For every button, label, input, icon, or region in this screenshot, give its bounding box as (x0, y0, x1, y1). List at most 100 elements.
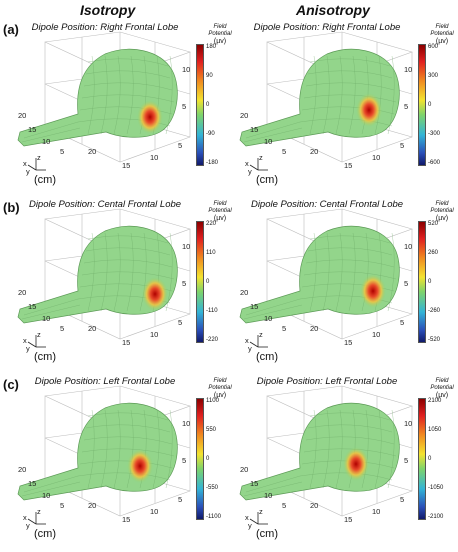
svg-text:5: 5 (60, 147, 64, 156)
svg-text:15: 15 (28, 302, 36, 311)
svg-text:z: z (37, 330, 41, 339)
svg-text:20: 20 (88, 501, 96, 510)
colorbar-tick: -1100 (206, 514, 221, 520)
panel-title: Dipole Position: Right Frontal Lobe (253, 22, 401, 33)
brain-map-panel: Dipole Position: Cental Frontal Lobe 10 5 2… (232, 199, 456, 375)
svg-text:5: 5 (178, 141, 182, 150)
colorbar-tick: 0 (428, 279, 432, 285)
svg-text:x: x (245, 513, 249, 522)
svg-text:10: 10 (42, 314, 50, 323)
svg-text:15: 15 (344, 338, 352, 347)
svg-text:20: 20 (88, 147, 96, 156)
svg-text:20: 20 (310, 324, 318, 333)
colorbar-tick: -90 (206, 131, 215, 137)
svg-text:15: 15 (122, 338, 130, 347)
colorbar-tick: 180 (206, 44, 217, 50)
colorbar-title-line2: Potential (208, 31, 232, 37)
colorbar-unit: (µv) (435, 392, 449, 399)
svg-text:10: 10 (372, 153, 380, 162)
colorbar (196, 221, 204, 343)
svg-text:20: 20 (240, 288, 248, 297)
svg-text:5: 5 (404, 102, 408, 111)
svg-text:20: 20 (18, 288, 26, 297)
svg-text:5: 5 (178, 318, 182, 327)
colorbar-title-line1: Field (435, 378, 449, 384)
svg-text:10: 10 (182, 242, 190, 251)
colorbar-title-line1: Field (213, 24, 227, 30)
svg-text:5: 5 (282, 501, 286, 510)
svg-text:z: z (37, 507, 41, 516)
colorbar-tick: -260 (428, 308, 441, 314)
svg-text:20: 20 (88, 324, 96, 333)
colorbar-unit: (µv) (213, 392, 227, 399)
colorbar-tick: 0 (206, 279, 210, 285)
colorbar-title: Field Potential (422, 24, 458, 38)
svg-text:5: 5 (400, 318, 404, 327)
svg-text:5: 5 (404, 279, 408, 288)
svg-text:5: 5 (282, 324, 286, 333)
colorbar-tick: 300 (428, 73, 439, 79)
colorbar-title: Field Potential (422, 201, 458, 215)
svg-text:5: 5 (182, 102, 186, 111)
svg-text:10: 10 (404, 242, 412, 251)
brain-map-panel: Dipole Position: Left Frontal Lobe 10 5 20 1… (10, 376, 234, 552)
svg-text:y: y (248, 521, 252, 530)
svg-text:15: 15 (344, 161, 352, 170)
colorbar-tick: -520 (428, 337, 441, 343)
panel-title: Dipole Position: Left Frontal Lobe (34, 376, 176, 387)
svg-text:20: 20 (310, 147, 318, 156)
svg-text:10: 10 (372, 330, 380, 339)
svg-text:x: x (23, 513, 27, 522)
colorbar (418, 221, 426, 343)
row-label-c: (c) (3, 377, 19, 392)
colorbar-tick: -180 (206, 160, 219, 166)
svg-text:15: 15 (28, 479, 36, 488)
svg-text:x: x (245, 336, 249, 345)
units-label: (cm) (34, 351, 56, 363)
colorbar (196, 44, 204, 166)
svg-text:5: 5 (400, 141, 404, 150)
svg-text:10: 10 (264, 491, 272, 500)
colorbar (196, 398, 204, 520)
colorbar-tick: -2100 (428, 514, 444, 520)
colorbar (418, 398, 426, 520)
colorbar-unit: (µv) (435, 215, 449, 222)
brain-map-panel: Dipole Position: Right Frontal Lobe 10 5 20… (10, 22, 234, 198)
colorbar-tick: 600 (428, 44, 439, 50)
svg-text:y: y (26, 167, 30, 176)
colorbar-tick: 0 (428, 456, 432, 462)
svg-text:15: 15 (344, 515, 352, 524)
svg-text:5: 5 (60, 501, 64, 510)
svg-text:5: 5 (400, 495, 404, 504)
svg-text:z: z (259, 153, 263, 162)
colorbar-unit: (µv) (213, 38, 227, 45)
svg-text:15: 15 (122, 161, 130, 170)
colorbar-title: Field Potential (200, 378, 240, 392)
svg-text:10: 10 (42, 491, 50, 500)
column-header-anisotropy: Anisotropy (296, 2, 370, 18)
brain-map-panel: Dipole Position: Cental Frontal Lobe 10 5 2… (10, 199, 234, 375)
colorbar-title: Field Potential (200, 201, 240, 215)
svg-text:20: 20 (18, 465, 26, 474)
svg-text:15: 15 (250, 125, 258, 134)
colorbar-tick: -300 (428, 131, 441, 137)
brain-map-panel: Dipole Position: Right Frontal Lobe 10 5 20… (232, 22, 456, 198)
svg-text:y: y (26, 521, 30, 530)
svg-text:20: 20 (240, 111, 248, 120)
svg-text:15: 15 (250, 302, 258, 311)
svg-text:5: 5 (182, 456, 186, 465)
svg-text:z: z (37, 153, 41, 162)
svg-text:y: y (248, 344, 252, 353)
colorbar-tick: -1050 (428, 485, 444, 491)
brain-map-panel: Dipole Position: Left Frontal Lobe 10 5 20 1… (232, 376, 456, 552)
colorbar (418, 44, 426, 166)
colorbar-title: Field Potential (200, 24, 240, 38)
colorbar-title-line2: Potential (430, 208, 454, 214)
colorbar-tick: 550 (206, 427, 217, 433)
colorbar-tick: 520 (428, 221, 439, 227)
row-label-b: (b) (3, 200, 20, 215)
units-label: (cm) (256, 528, 278, 540)
